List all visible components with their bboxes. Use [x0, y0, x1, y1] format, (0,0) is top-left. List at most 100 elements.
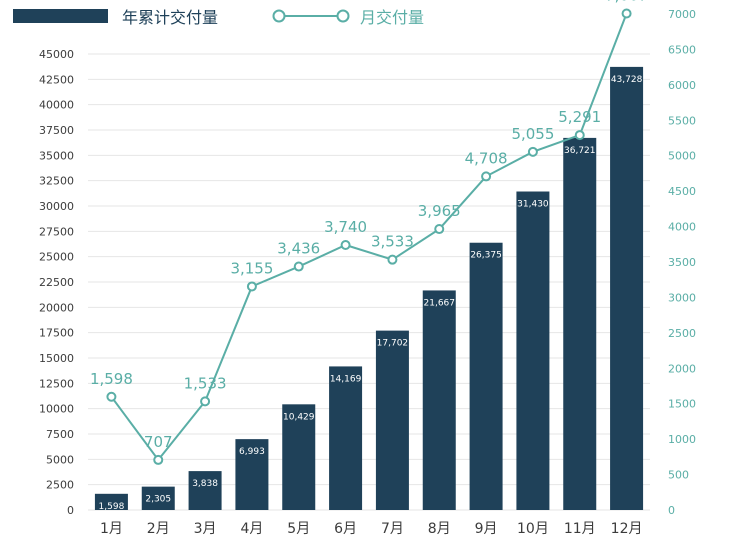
bar-value-label: 31,430 — [517, 200, 549, 210]
y-left-tick-label: 12500 — [39, 377, 74, 390]
y-left-tick-label: 22500 — [39, 276, 74, 289]
x-tick-label: 11月 — [564, 521, 596, 537]
bar — [422, 290, 456, 510]
bar-value-label: 14,169 — [330, 374, 362, 384]
y-left-tick-label: 2500 — [46, 479, 74, 492]
x-tick-label: 6月 — [334, 521, 357, 537]
bar-value-label: 2,305 — [145, 495, 171, 505]
y-right-tick-label: 6000 — [668, 79, 696, 92]
bar — [469, 242, 503, 510]
bar — [282, 404, 316, 510]
y-left-tick-label: 17500 — [39, 327, 74, 340]
legend-item-monthly: 月交付量 — [272, 3, 424, 29]
y-left-tick-label: 45000 — [39, 48, 74, 61]
line-value-label: 707 — [144, 433, 173, 451]
y-left-tick-label: 27500 — [39, 225, 74, 238]
legend-bar-swatch — [13, 9, 108, 23]
line-value-label: 3,965 — [418, 202, 461, 220]
legend-label-monthly: 月交付量 — [360, 8, 425, 27]
y-left-tick-label: 35000 — [39, 149, 74, 162]
bar-value-label: 3,838 — [192, 479, 218, 489]
y-left-tick-label: 42500 — [39, 73, 74, 86]
bar-value-label: 26,375 — [470, 251, 502, 261]
line-value-label: 3,740 — [324, 218, 367, 236]
bar — [375, 330, 409, 510]
bar — [563, 137, 597, 510]
line-point — [293, 261, 304, 272]
bar-value-label: 17,702 — [377, 339, 409, 349]
x-tick-label: 12月 — [611, 521, 643, 537]
line-value-label: 3,436 — [277, 240, 320, 258]
line-point — [153, 454, 164, 465]
line-series — [110, 13, 628, 462]
x-tick-label: 5月 — [287, 521, 310, 537]
y-left-tick-label: 20000 — [39, 301, 74, 314]
bar-value-label: 10,429 — [283, 412, 315, 422]
line-point — [200, 396, 211, 407]
x-tick-label: 10月 — [517, 521, 549, 537]
legend-item-cumulative: 年累计交付量 — [13, 3, 218, 29]
x-tick-label: 8月 — [428, 521, 451, 537]
bar-value-label: 36,721 — [564, 146, 596, 156]
legend-label-cumulative: 年累计交付量 — [122, 8, 219, 27]
line-value-label: 1,533 — [184, 374, 227, 392]
x-tick-label: 4月 — [240, 521, 263, 537]
bar-value-label: 1,598 — [99, 502, 125, 512]
line-point — [246, 281, 257, 292]
y-left-tick-label: 7500 — [46, 428, 74, 441]
bar — [610, 66, 644, 511]
y-right-tick-label: 3000 — [668, 291, 696, 304]
y-right-tick-label: 3500 — [668, 256, 696, 269]
y-left-tick-label: 5000 — [46, 453, 74, 466]
y-left-tick-label: 37500 — [39, 124, 74, 137]
x-tick-label: 9月 — [475, 521, 498, 537]
y-left-tick-label: 25000 — [39, 251, 74, 264]
bar — [141, 486, 175, 510]
bar-value-label: 43,728 — [611, 75, 643, 85]
bar — [188, 471, 222, 510]
line-point — [434, 224, 445, 235]
line-point — [527, 146, 538, 157]
line-value-label: 3,533 — [371, 233, 414, 251]
bar-value-label: 21,667 — [424, 298, 456, 308]
y-right-tick-label: 2500 — [668, 327, 696, 340]
bar — [516, 191, 550, 510]
legend-line-swatch — [272, 9, 350, 23]
y-left-tick-label: 40000 — [39, 99, 74, 112]
x-tick-label: 3月 — [194, 521, 217, 537]
y-left-tick-label: 0 — [67, 504, 74, 517]
y-right-tick-label: 2000 — [668, 362, 696, 375]
y-left-tick-label: 15000 — [39, 352, 74, 365]
line-value-label: 5,055 — [511, 125, 554, 143]
line-value-label: 3,155 — [230, 259, 273, 277]
y-left-tick-label: 32500 — [39, 175, 74, 188]
line-point — [387, 254, 398, 265]
x-tick-label: 1月 — [100, 521, 123, 537]
line-point — [621, 8, 632, 19]
line-point — [574, 130, 585, 141]
bar — [329, 366, 363, 510]
line-value-label: 1,598 — [90, 370, 133, 388]
bar-value-label: 6,993 — [239, 447, 265, 457]
line-value-label: 7,007 — [605, 0, 648, 5]
y-right-tick-label: 0 — [668, 504, 675, 517]
y-right-tick-label: 500 — [668, 469, 689, 482]
y-left-tick-label: 30000 — [39, 200, 74, 213]
y-right-tick-label: 4000 — [668, 221, 696, 234]
y-right-tick-label: 1500 — [668, 398, 696, 411]
bar — [94, 493, 128, 510]
line-value-label: 5,291 — [558, 108, 601, 126]
y-right-tick-label: 5500 — [668, 114, 696, 127]
y-right-tick-label: 5000 — [668, 150, 696, 163]
y-right-tick-label: 7000 — [668, 8, 696, 21]
bar — [235, 439, 269, 510]
y-right-tick-label: 1000 — [668, 433, 696, 446]
line-value-label: 4,708 — [465, 149, 508, 167]
y-right-tick-label: 4500 — [668, 185, 696, 198]
x-tick-label: 2月 — [147, 521, 170, 537]
y-left-tick-label: 10000 — [39, 403, 74, 416]
x-tick-label: 7月 — [381, 521, 404, 537]
y-right-tick-label: 6500 — [668, 43, 696, 56]
line-point — [340, 239, 351, 250]
